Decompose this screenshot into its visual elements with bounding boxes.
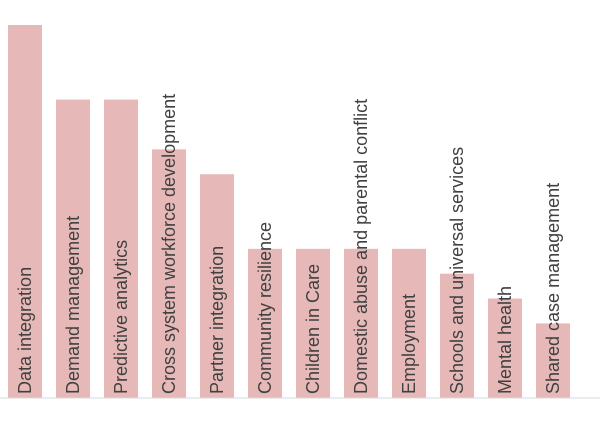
bar-7 [296, 248, 330, 398]
bar-12 [536, 323, 570, 398]
category-label-8: Domestic abuse and parental conflict [351, 99, 371, 394]
bar-5 [200, 174, 234, 398]
category-label-6: Community resilience [255, 222, 275, 394]
bar-1 [8, 25, 42, 398]
bars-layer [8, 25, 570, 398]
category-label-9: Employment [399, 294, 419, 394]
bar-3 [104, 99, 138, 398]
category-label-4: Cross system workforce development [159, 94, 179, 394]
category-label-5: Partner integration [207, 246, 227, 394]
category-labels-layer: Data integration Demand management Predict… [15, 94, 563, 394]
category-label-1: Data integration [15, 267, 35, 394]
category-label-12: Shared case management [543, 183, 563, 394]
category-label-2: Demand management [63, 216, 83, 394]
category-label-10: Schools and universal services [447, 147, 467, 394]
bar-4 [152, 149, 186, 398]
bar-9 [392, 248, 426, 398]
bar-2 [56, 99, 90, 398]
bar-8 [344, 248, 378, 398]
bar-10 [440, 273, 474, 398]
category-label-11: Mental health [495, 286, 515, 394]
category-label-7: Children in Care [303, 264, 323, 394]
bar-11 [488, 298, 522, 398]
bar-6 [248, 248, 282, 398]
category-label-3: Predictive analytics [111, 240, 131, 394]
